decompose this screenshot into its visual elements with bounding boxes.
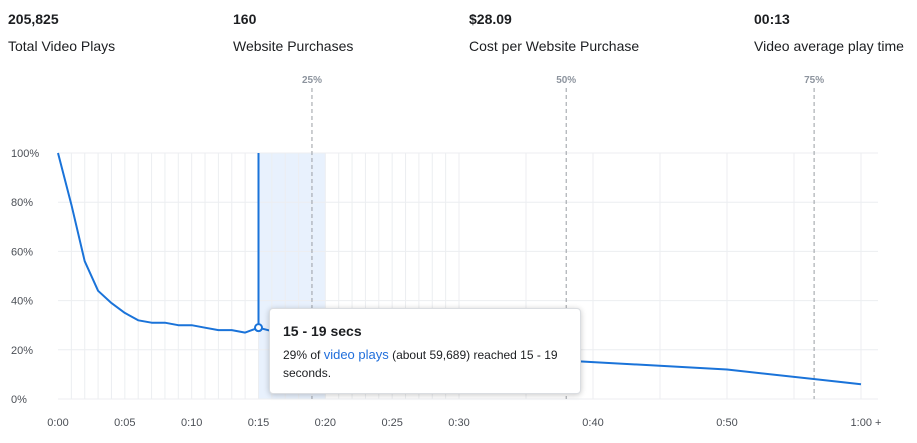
metric-label: Cost per Website Purchase xyxy=(469,38,640,54)
x-tick-label: 0:00 xyxy=(47,417,68,429)
quartile-marker-label: 25% xyxy=(302,75,322,86)
quartile-marker-label: 75% xyxy=(804,75,824,86)
retention-tooltip: 15 - 19 secs 29% of video plays (about 5… xyxy=(269,308,581,394)
metric-website-purchases: 160 Website Purchases xyxy=(233,10,353,55)
y-tick-label: 100% xyxy=(11,148,39,160)
x-tick-label: 0:25 xyxy=(381,417,402,429)
tooltip-body: 29% of video plays (about 59,689) reache… xyxy=(283,346,566,382)
y-tick-label: 60% xyxy=(11,246,33,258)
x-tick-label: 1:00 + xyxy=(851,417,882,429)
metric-value: 205,825 xyxy=(8,11,59,27)
x-tick-label: 0:40 xyxy=(582,417,603,429)
metric-average-play-time: 00:13 Video average play time xyxy=(754,10,904,55)
video-plays-link[interactable]: video plays xyxy=(323,347,389,362)
metric-value: 160 xyxy=(233,11,257,27)
x-tick-label: 0:50 xyxy=(716,417,737,429)
y-tick-label: 40% xyxy=(11,296,33,308)
tooltip-rest-text: (about 59,689) reached 15 - 19 seconds. xyxy=(283,348,558,380)
x-tick-label: 0:30 xyxy=(448,417,469,429)
tooltip-percent-text: 29% of xyxy=(283,348,324,362)
metric-label: Total Video Plays xyxy=(8,38,116,54)
quartile-marker-label: 50% xyxy=(556,75,576,86)
metric-label: Website Purchases xyxy=(233,38,354,54)
tooltip-title: 15 - 19 secs xyxy=(283,323,362,339)
x-tick-label: 0:10 xyxy=(181,417,202,429)
metric-cost-per-purchase: $28.09 Cost per Website Purchase xyxy=(469,10,639,55)
y-tick-label: 0% xyxy=(11,394,27,406)
metric-value: 00:13 xyxy=(754,11,790,27)
x-tick-label: 0:05 xyxy=(114,417,135,429)
y-tick-label: 20% xyxy=(11,345,33,357)
x-tick-label: 0:15 xyxy=(248,417,269,429)
metric-total-video-plays: 205,825 Total Video Plays xyxy=(8,10,115,55)
x-tick-label: 0:20 xyxy=(315,417,336,429)
y-tick-label: 80% xyxy=(11,197,33,209)
metric-value: $28.09 xyxy=(469,11,512,27)
hover-point xyxy=(254,323,263,333)
metric-label: Video average play time xyxy=(754,38,904,54)
